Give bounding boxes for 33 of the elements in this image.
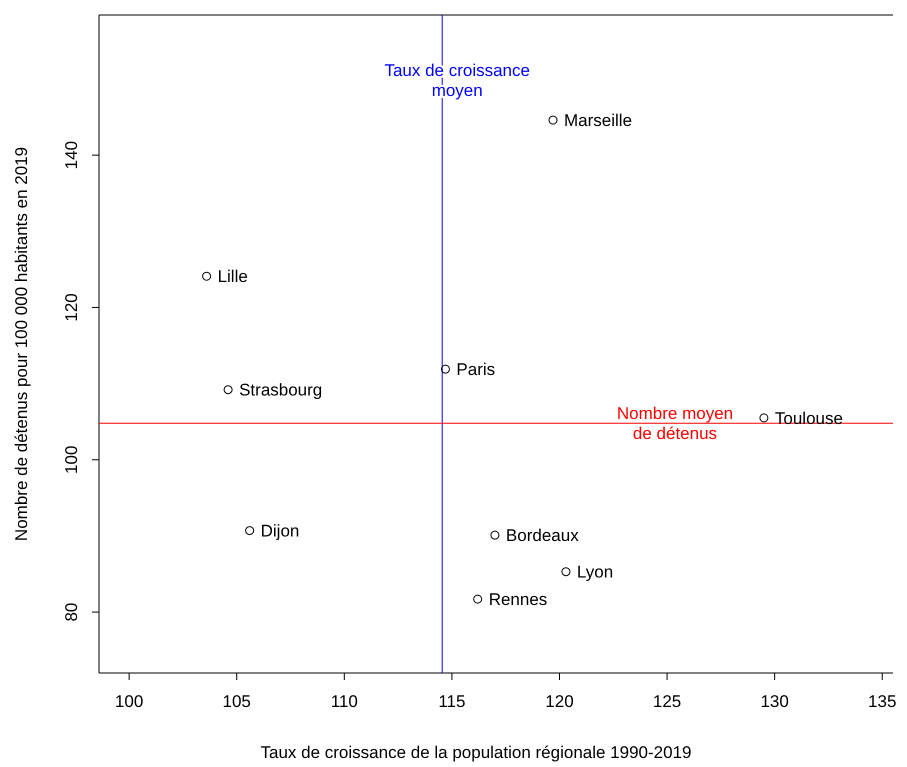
point bbox=[473, 594, 482, 604]
point bbox=[561, 567, 570, 576]
point bbox=[440, 364, 450, 374]
point bbox=[548, 116, 558, 125]
x-tick-label: 100 bbox=[114, 692, 144, 711]
x-tick-label: 125 bbox=[652, 692, 682, 711]
y-tick-label: 80 bbox=[62, 602, 81, 622]
point bbox=[759, 413, 768, 422]
ref-line-label: Nombre moyen de détenus bbox=[616, 404, 734, 444]
annotation: Lille bbox=[218, 267, 248, 286]
x-tick-label: 110 bbox=[330, 692, 358, 711]
point bbox=[202, 272, 212, 281]
x-tick-label: 105 bbox=[222, 692, 251, 711]
annotation: Dijon bbox=[260, 522, 300, 541]
x-tick-label: 135 bbox=[868, 692, 896, 711]
y-tick-label: 140 bbox=[62, 140, 81, 170]
annotation: Toulouse bbox=[774, 408, 843, 428]
annotation: Lyon bbox=[576, 562, 614, 582]
point bbox=[490, 530, 500, 540]
x-axis-title: Taux de croissance de la population régionale 1990-2019 bbox=[260, 743, 692, 762]
y-tick-label: 100 bbox=[62, 446, 81, 474]
annotation: Bordeaux bbox=[506, 526, 580, 546]
point bbox=[245, 526, 254, 536]
x-tick-label: 115 bbox=[438, 692, 466, 711]
point bbox=[224, 385, 233, 394]
y-axis-title: Nombre de détenus pour 100 000 habitants en 2019 bbox=[12, 146, 31, 542]
x-tick-label: 120 bbox=[545, 692, 574, 711]
annotation: Marseille bbox=[564, 111, 632, 130]
annotation: Strasbourg bbox=[239, 380, 322, 400]
annotation: Rennes bbox=[488, 590, 548, 610]
annotation: Paris bbox=[456, 360, 496, 380]
y-tick-label: 120 bbox=[62, 293, 81, 322]
x-tick-label: 130 bbox=[760, 692, 789, 711]
